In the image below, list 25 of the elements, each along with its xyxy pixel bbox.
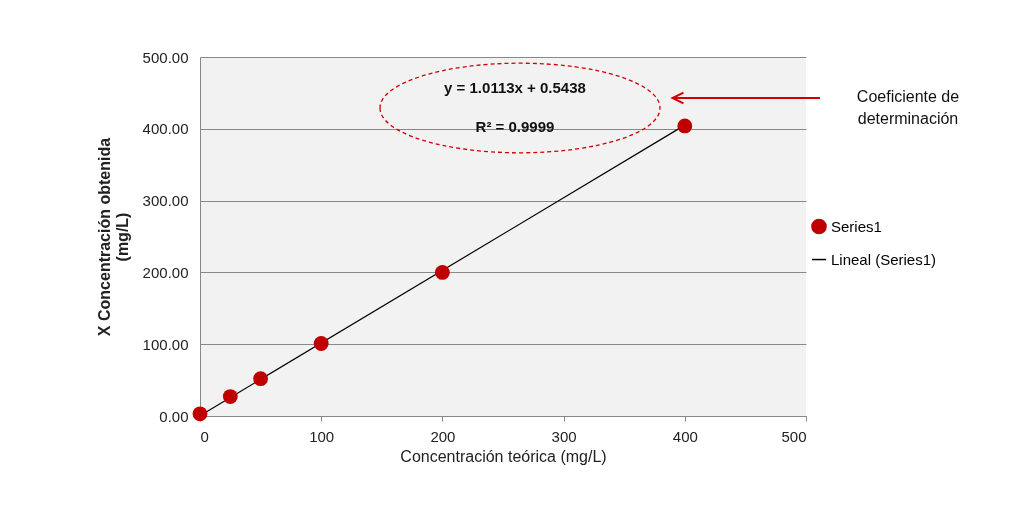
x-tick-label: 300 bbox=[551, 427, 577, 445]
y-tick-label: 500.00 bbox=[142, 48, 189, 66]
point bbox=[222, 389, 238, 405]
x-tick-label: 400 bbox=[672, 427, 698, 445]
point bbox=[434, 265, 450, 280]
x-tick-label: 0 bbox=[200, 427, 209, 445]
text: Coeficiente de determinación bbox=[856, 88, 960, 127]
legend-label: Series1 bbox=[831, 217, 882, 235]
annotation: y = 1.0113x + 0.5438 bbox=[444, 79, 586, 96]
annotation: R² = 0.9999 bbox=[475, 118, 555, 135]
x-axis-title: Concentración teórica (mg/L) bbox=[400, 447, 607, 465]
x-tick-label: 200 bbox=[430, 427, 456, 445]
y-tick-label: 400.00 bbox=[142, 120, 189, 138]
y-tick-label: 0.00 bbox=[159, 407, 189, 425]
x-tick-label: 100 bbox=[309, 427, 335, 445]
y-tick-label: 300.00 bbox=[142, 192, 189, 210]
point bbox=[313, 336, 329, 351]
y-tick-label: 200.00 bbox=[142, 263, 189, 281]
point bbox=[192, 406, 208, 422]
point bbox=[253, 371, 269, 387]
x-tick-label: 500 bbox=[781, 427, 807, 445]
y-tick-label: 100.00 bbox=[142, 335, 189, 353]
y-axis-title: X Concentración obtenida (mg/L) bbox=[95, 137, 131, 337]
point bbox=[677, 118, 693, 134]
legend-label: Lineal (Series1) bbox=[831, 250, 937, 268]
